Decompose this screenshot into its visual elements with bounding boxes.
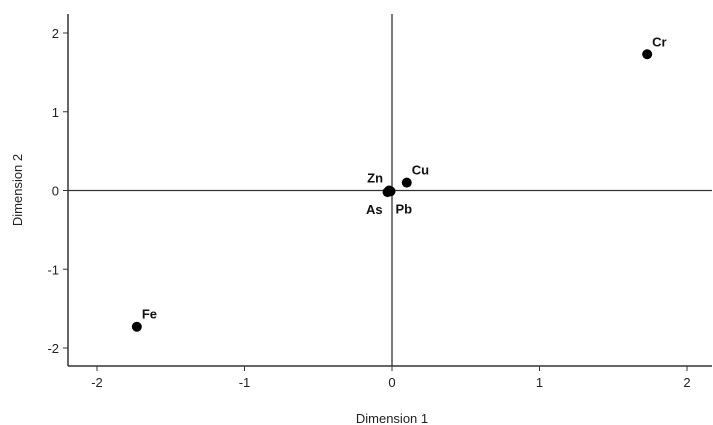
data-label-cr: Cr [652,34,666,49]
y-tick-label: 2 [52,26,59,41]
y-tick-label: -1 [47,262,59,277]
x-tick-label: 2 [683,375,690,390]
x-tick-label: 1 [536,375,543,390]
x-tick-label: 0 [388,375,395,390]
data-label-zn: Zn [367,171,383,186]
y-axis-title: Dimension 2 [10,154,25,226]
x-tick-label: -1 [239,375,251,390]
y-tick-label: 1 [52,105,59,120]
data-label-as: As [366,202,383,217]
data-point-cr [642,49,653,60]
data-point-fe [131,321,142,332]
data-label-pb: Pb [396,201,413,216]
x-axis-title: Dimension 1 [356,411,428,425]
y-tick-label: -2 [47,341,59,356]
data-point-cu [401,177,412,188]
y-tick-label: 0 [52,184,59,199]
y-axis-ticks: -2 -1 0 1 2 [47,26,68,356]
data-point-pb [385,186,396,197]
data-label-cu: Cu [412,163,429,178]
data-points: Cr Cu Zn As Pb Fe [131,34,667,332]
data-label-fe: Fe [142,307,157,322]
x-axis-ticks: -2 -1 0 1 2 [91,366,691,390]
x-tick-label: -2 [91,375,103,390]
